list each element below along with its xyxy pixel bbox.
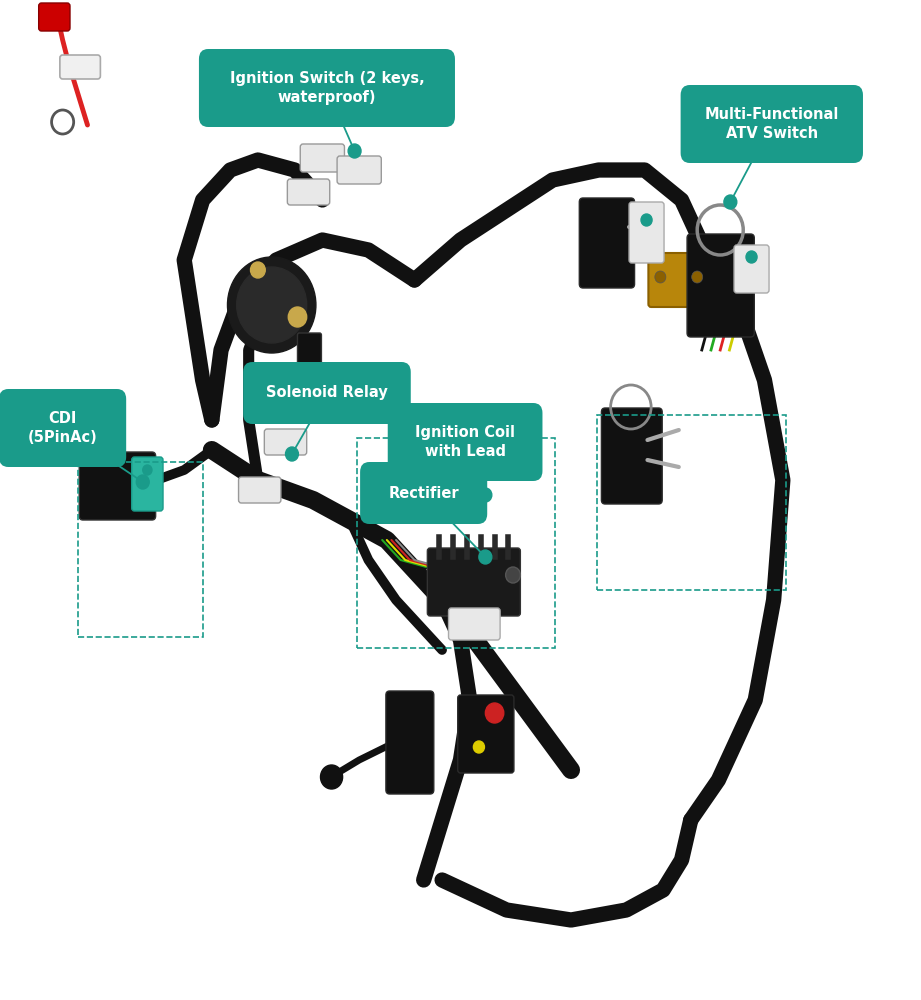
FancyBboxPatch shape bbox=[239, 477, 281, 503]
FancyBboxPatch shape bbox=[264, 429, 307, 455]
Text: Multi-Functional
ATV Switch: Multi-Functional ATV Switch bbox=[705, 107, 839, 141]
FancyBboxPatch shape bbox=[39, 3, 70, 31]
FancyBboxPatch shape bbox=[687, 234, 754, 337]
Circle shape bbox=[473, 741, 484, 753]
Circle shape bbox=[136, 475, 149, 489]
Circle shape bbox=[288, 307, 307, 327]
FancyBboxPatch shape bbox=[449, 608, 500, 640]
Circle shape bbox=[237, 267, 307, 343]
Text: Solenoid Relay: Solenoid Relay bbox=[266, 385, 388, 400]
FancyBboxPatch shape bbox=[579, 198, 635, 288]
FancyBboxPatch shape bbox=[79, 452, 156, 520]
Circle shape bbox=[485, 703, 504, 723]
Circle shape bbox=[479, 550, 492, 564]
Circle shape bbox=[251, 262, 265, 278]
Circle shape bbox=[724, 195, 737, 209]
FancyBboxPatch shape bbox=[132, 457, 163, 511]
Circle shape bbox=[746, 251, 757, 263]
FancyBboxPatch shape bbox=[427, 548, 520, 616]
FancyBboxPatch shape bbox=[734, 245, 769, 293]
Circle shape bbox=[348, 144, 361, 158]
Bar bbox=[597, 415, 786, 590]
Circle shape bbox=[286, 447, 298, 461]
Text: Ignition Coil
with Lead: Ignition Coil with Lead bbox=[415, 425, 515, 459]
FancyBboxPatch shape bbox=[0, 389, 126, 467]
FancyBboxPatch shape bbox=[360, 462, 487, 524]
Circle shape bbox=[227, 257, 316, 353]
FancyBboxPatch shape bbox=[681, 85, 863, 163]
FancyBboxPatch shape bbox=[458, 695, 514, 773]
FancyBboxPatch shape bbox=[199, 49, 455, 127]
Circle shape bbox=[641, 214, 652, 226]
Circle shape bbox=[321, 765, 343, 789]
FancyBboxPatch shape bbox=[337, 156, 381, 184]
Bar bbox=[78, 462, 203, 637]
FancyBboxPatch shape bbox=[629, 202, 664, 263]
Text: Rectifier: Rectifier bbox=[389, 486, 459, 500]
Circle shape bbox=[479, 488, 492, 502]
Circle shape bbox=[143, 465, 152, 475]
FancyBboxPatch shape bbox=[648, 253, 714, 307]
Bar bbox=[357, 438, 555, 648]
Circle shape bbox=[655, 271, 666, 283]
FancyBboxPatch shape bbox=[287, 179, 330, 205]
FancyBboxPatch shape bbox=[60, 55, 100, 79]
FancyBboxPatch shape bbox=[386, 691, 434, 794]
Circle shape bbox=[692, 271, 703, 283]
Circle shape bbox=[506, 567, 520, 583]
FancyBboxPatch shape bbox=[297, 333, 321, 367]
Text: CDI
(5PinAc): CDI (5PinAc) bbox=[28, 411, 98, 445]
FancyBboxPatch shape bbox=[601, 408, 662, 504]
FancyBboxPatch shape bbox=[388, 403, 542, 481]
FancyBboxPatch shape bbox=[300, 144, 344, 172]
FancyBboxPatch shape bbox=[243, 362, 411, 424]
Text: Ignition Switch (2 keys,
waterproof): Ignition Switch (2 keys, waterproof) bbox=[229, 71, 425, 105]
